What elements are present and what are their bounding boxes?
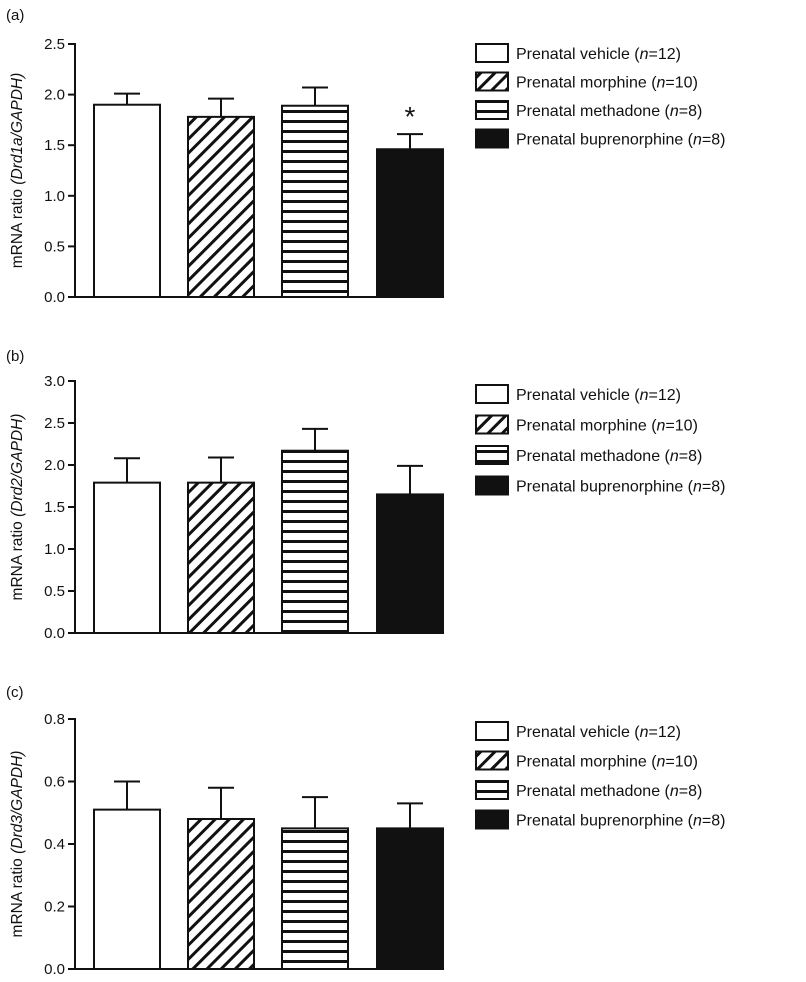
legend-entry: Prenatal vehicle (n=12) xyxy=(516,387,681,404)
y-tick-label: 1.0 xyxy=(44,541,65,558)
legend-swatch xyxy=(475,750,509,771)
legend-swatch xyxy=(475,100,509,120)
legend: Prenatal vehicle (n=12) Prenatal morphine… xyxy=(475,384,726,496)
y-tick-label: 2.0 xyxy=(44,457,65,474)
bar-horizontal xyxy=(281,104,349,299)
legend-entry: Prenatal morphine (n=10) xyxy=(516,75,698,92)
legend-entry: Prenatal buprenorphine (n=8) xyxy=(516,813,726,830)
legend-entry: Prenatal morphine (n=10) xyxy=(516,754,698,771)
y-tick-label: 1.5 xyxy=(44,499,65,516)
y-tick-label: 0.0 xyxy=(44,289,65,306)
y-tick-label: 0.0 xyxy=(44,961,65,978)
y-tick-label: 3.0 xyxy=(44,373,65,390)
legend-swatch xyxy=(475,475,509,496)
y-axis-label: mRNA ratio (Drd2/GAPDH) xyxy=(9,414,26,601)
bar-white xyxy=(93,481,161,635)
y-tick-label: 0.5 xyxy=(44,583,65,600)
legend: Prenatal vehicle (n=12) Prenatal morphine… xyxy=(475,43,726,149)
legend-entry: Prenatal buprenorphine (n=8) xyxy=(516,479,726,496)
bar-white xyxy=(93,103,161,298)
bar-diagonal xyxy=(187,115,255,298)
legend-entry: Prenatal morphine (n=10) xyxy=(516,418,698,435)
bar-horizontal xyxy=(281,827,349,970)
y-tick-label: 2.0 xyxy=(44,87,65,104)
y-tick-label: 0.8 xyxy=(44,711,65,728)
legend-swatch xyxy=(475,445,509,465)
bar-black xyxy=(376,148,444,298)
y-tick-label: 2.5 xyxy=(44,36,65,53)
bar-white xyxy=(93,808,161,970)
significance-marker: * xyxy=(405,101,416,132)
y-tick-label: 0.6 xyxy=(44,774,65,791)
legend-swatch xyxy=(475,43,509,63)
legend-swatch xyxy=(475,128,509,149)
y-tick-label: 0.2 xyxy=(44,899,65,916)
bar-diagonal xyxy=(187,481,255,635)
legend-entry: Prenatal vehicle (n=12) xyxy=(516,46,681,63)
chart-panel-b: (b) mRNA ratio (Drd2/GAPDH) 0.0 0.5 1.0 1.5 2.… xyxy=(6,348,726,642)
legend-swatch xyxy=(475,414,509,435)
y-tick-label: 2.5 xyxy=(44,415,65,432)
y-axis-label: mRNA ratio (Drd3/GAPDH) xyxy=(9,751,26,938)
legend: Prenatal vehicle (n=12) Prenatal morphine… xyxy=(475,721,726,830)
legend-entry: Prenatal vehicle (n=12) xyxy=(516,724,681,741)
y-axis-label: mRNA ratio (Drd1a/GAPDH) xyxy=(9,73,26,269)
y-tick-label: 0.5 xyxy=(44,238,65,255)
panel-label: (c) xyxy=(6,684,24,701)
chart-panel-a: (a) mRNA ratio (Drd1a/GAPDH) 0.0 0.5 1.0 1.5 2… xyxy=(6,7,726,306)
y-tick-label: 0.0 xyxy=(44,625,65,642)
chart-panel-c: (c) mRNA ratio (Drd3/GAPDH) 0.0 0.2 0.4 0.6 0.… xyxy=(6,684,726,978)
bar-black xyxy=(376,493,444,634)
legend-swatch xyxy=(475,780,509,800)
legend-entry: Prenatal methadone (n=8) xyxy=(516,448,702,465)
bar-black xyxy=(376,827,444,970)
panel-label: (b) xyxy=(6,348,24,365)
legend-swatch xyxy=(475,721,509,741)
y-tick-label: 0.4 xyxy=(44,836,65,853)
legend-entry: Prenatal buprenorphine (n=8) xyxy=(516,132,726,149)
panel-label: (a) xyxy=(6,7,24,24)
bar-diagonal xyxy=(187,818,255,970)
legend-entry: Prenatal methadone (n=8) xyxy=(516,783,702,800)
y-tick-label: 1.5 xyxy=(44,137,65,154)
legend-swatch xyxy=(475,384,509,404)
legend-entry: Prenatal methadone (n=8) xyxy=(516,103,702,120)
bar-horizontal xyxy=(281,449,349,634)
y-tick-label: 1.0 xyxy=(44,188,65,205)
legend-swatch xyxy=(475,71,509,92)
legend-swatch xyxy=(475,809,509,830)
